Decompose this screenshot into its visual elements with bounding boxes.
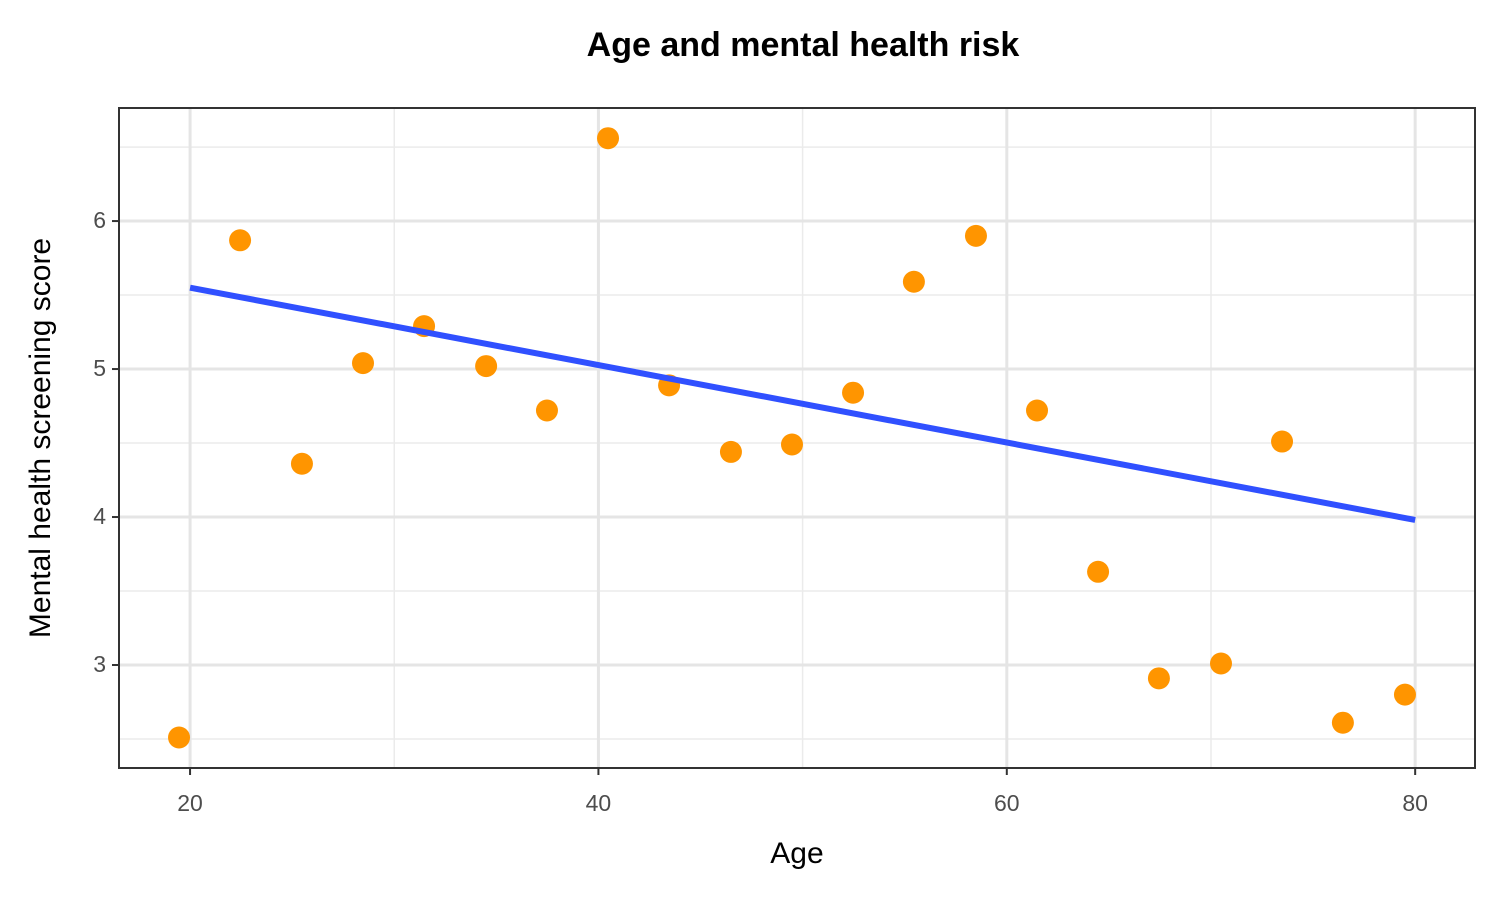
y-tick-label: 4 (93, 503, 106, 529)
x-tick-label: 20 (177, 790, 203, 816)
point (842, 381, 865, 404)
y-axis-title: Mental health screening score (24, 238, 57, 638)
point (902, 270, 925, 293)
point (290, 452, 313, 475)
point (475, 355, 498, 378)
point (780, 433, 803, 456)
point (352, 352, 375, 375)
point (1147, 667, 1170, 690)
y-tick-label: 3 (93, 651, 106, 677)
point (964, 224, 987, 247)
point (168, 726, 191, 749)
point (1331, 711, 1354, 734)
x-tick-label: 80 (1402, 790, 1428, 816)
trend-line (189, 284, 1416, 523)
point (229, 229, 252, 252)
point (1271, 430, 1294, 453)
point (1393, 683, 1416, 706)
point (719, 440, 742, 463)
x-tick-label: 40 (586, 790, 612, 816)
point (1026, 399, 1049, 422)
x-tick-label: 60 (994, 790, 1020, 816)
point (535, 399, 558, 422)
chart-title: Age and mental health risk (587, 26, 1020, 64)
y-tick-label: 6 (93, 207, 106, 233)
y-tick-label: 5 (93, 355, 106, 381)
point (1087, 560, 1110, 583)
plot-border (118, 107, 1476, 769)
x-axis-title: Age (770, 837, 823, 870)
point (1209, 652, 1232, 675)
point (597, 127, 620, 150)
